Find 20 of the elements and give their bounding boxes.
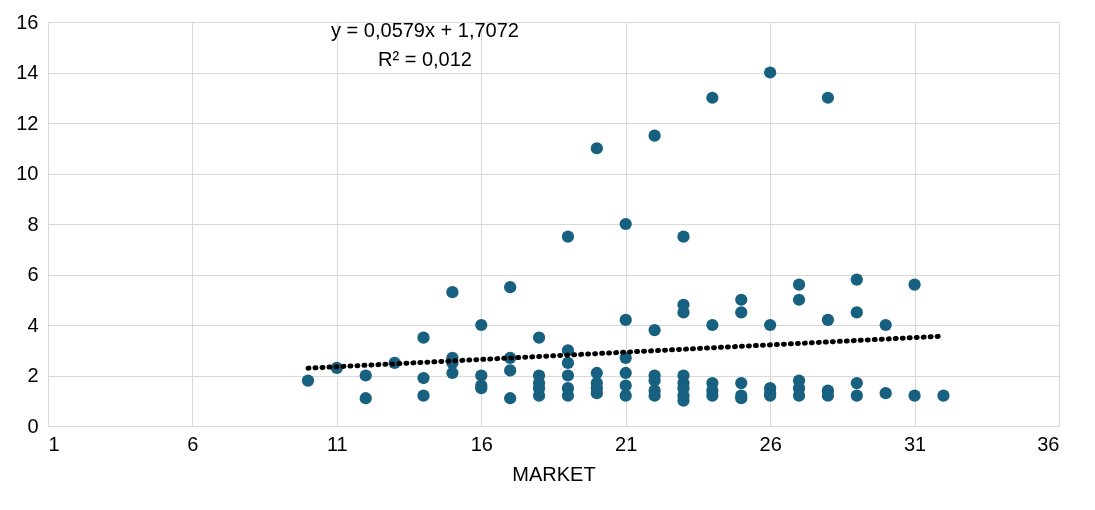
x-axis-title: MARKET [512,462,596,485]
x-tick-label: 11 [326,432,348,455]
y-tick-label: 4 [27,313,39,336]
y-tick-label: 12 [16,111,39,134]
x-tick-label: 36 [1037,432,1060,455]
x-tick-label: 26 [759,432,782,455]
x-tick-label: 21 [615,432,638,455]
x-tick-label: 31 [903,432,927,455]
y-tick-label: 16 [16,10,39,33]
y-tick-label: 6 [27,263,39,285]
y-tick-label: 2 [27,364,39,386]
annotation: y = 0,0579x + 1,7072 [331,19,519,41]
x-tick-label: 16 [470,432,493,455]
y-tick-label: 0 [27,414,39,437]
y-tick-label: 8 [27,212,39,235]
y-tick-label: 14 [16,61,39,83]
y-tick-label: 10 [16,162,39,184]
x-tick-label: 6 [187,432,199,455]
x-tick-label: 1 [48,432,60,455]
annotation: R² = 0,012 [378,48,472,70]
